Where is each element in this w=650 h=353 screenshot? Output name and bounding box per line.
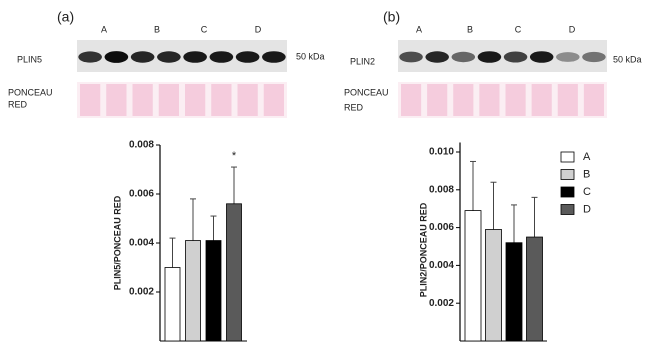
- marker-label: 50 kDa: [613, 54, 642, 64]
- protein-label: PLIN5: [17, 54, 42, 64]
- y-tick-label: 0.004: [429, 260, 454, 271]
- blot-band: [183, 51, 207, 63]
- ponceau-lane: [211, 84, 232, 116]
- y-tick-label: 0.006: [129, 189, 154, 200]
- lane-label: B: [154, 24, 160, 34]
- y-tick-label: 0.010: [429, 147, 454, 158]
- bar: [485, 229, 502, 342]
- y-tick-label: 0.008: [129, 140, 154, 151]
- stain-label: RED: [8, 99, 28, 109]
- ponceau-lane: [505, 84, 526, 116]
- lane-label: B: [467, 24, 473, 34]
- blot-band: [104, 51, 129, 63]
- y-tick-label: 0.002: [429, 298, 454, 309]
- lane-label: A: [416, 24, 422, 34]
- ponceau-lane: [401, 84, 422, 116]
- legend-label: D: [583, 203, 591, 215]
- legend-swatch: [560, 169, 575, 180]
- y-axis-label: PLIN5/PONCEAU RED: [112, 195, 122, 290]
- blot-band: [477, 51, 502, 63]
- significance-marker: *: [232, 150, 237, 162]
- blot-band: [399, 51, 423, 63]
- ponceau-lane: [531, 84, 552, 116]
- blot-band: [262, 51, 286, 63]
- ponceau-lane: [263, 84, 284, 116]
- bar: [226, 203, 242, 342]
- bar: [526, 236, 543, 342]
- blot-band: [556, 52, 580, 62]
- ponceau-lane: [479, 84, 500, 116]
- lane-label: D: [255, 24, 262, 34]
- lane-label: C: [515, 24, 522, 34]
- lane-label: A: [101, 24, 107, 34]
- blot-band: [451, 51, 476, 63]
- ponceau-lane: [185, 84, 206, 116]
- legend-swatch: [560, 186, 575, 198]
- protein-label: PLIN2: [350, 56, 375, 66]
- panel-label: (b): [383, 9, 400, 25]
- ponceau-lane: [453, 84, 474, 116]
- stain-label: PONCEAU: [344, 87, 389, 97]
- legend-swatch: [560, 151, 575, 163]
- bar: [505, 242, 523, 342]
- blot-band: [130, 51, 155, 63]
- blot-band: [78, 51, 102, 63]
- blot-band: [582, 51, 606, 63]
- y-tick-label: 0.008: [429, 184, 454, 195]
- legend-label: B: [583, 168, 590, 180]
- blot-band: [425, 51, 449, 63]
- panel-label: (a): [57, 9, 74, 25]
- lane-label: D: [569, 24, 576, 34]
- blot-band: [235, 51, 260, 63]
- bar: [205, 240, 222, 342]
- blot-band: [209, 51, 234, 63]
- ponceau-lane: [583, 84, 604, 116]
- ponceau-lane: [132, 84, 153, 116]
- bar: [164, 267, 181, 342]
- y-tick-label: 0.006: [429, 222, 454, 233]
- lane-label: C: [201, 24, 208, 34]
- y-tick-label: 0.002: [129, 287, 154, 298]
- ponceau-lane: [237, 84, 258, 116]
- marker-label: 50 kDa: [296, 51, 325, 61]
- stain-label: PONCEAU: [8, 87, 53, 97]
- ponceau-lane: [427, 84, 448, 116]
- ponceau-lane: [158, 84, 179, 116]
- blot-band: [157, 51, 181, 63]
- legend-label: C: [583, 186, 591, 198]
- ponceau-lane: [80, 84, 101, 116]
- bar: [185, 240, 201, 342]
- y-tick-label: 0.004: [129, 238, 154, 249]
- legend-label: A: [583, 151, 591, 163]
- ponceau-lane: [557, 84, 578, 116]
- y-axis-label: PLIN2/PONCEAU RED: [418, 202, 428, 297]
- ponceau-lane: [106, 84, 127, 116]
- blot-band: [503, 51, 528, 63]
- stain-label: RED: [344, 102, 364, 112]
- legend-swatch: [560, 204, 575, 215]
- blot-band: [529, 51, 554, 63]
- bar: [464, 210, 482, 342]
